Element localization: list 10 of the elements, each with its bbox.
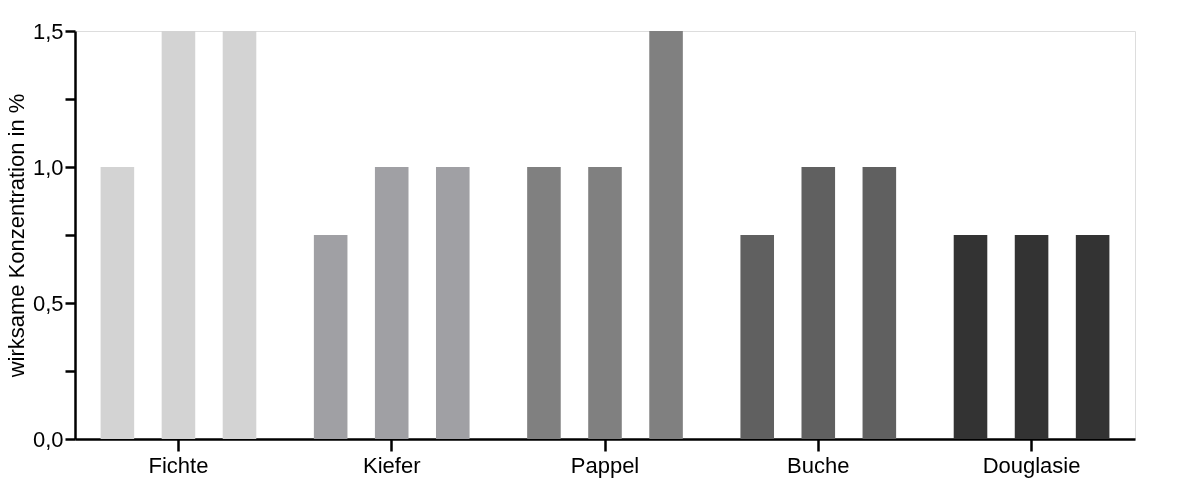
y-tick-label: 0,5 [32, 290, 64, 316]
y-tick-label: 0,0 [32, 426, 64, 452]
y-axis-title: wirksame Konzentration in % [3, 93, 29, 379]
x-tick-label: Pappel [570, 452, 640, 478]
y-tick-label: 1,5 [32, 18, 64, 44]
x-tick-label: Kiefer [362, 452, 421, 478]
y-tick-label: 1,0 [32, 154, 64, 180]
x-tick-label: Fichte [148, 452, 209, 478]
x-tick-label: Douglasie [982, 452, 1081, 478]
x-tick-label: Buche [787, 452, 850, 478]
